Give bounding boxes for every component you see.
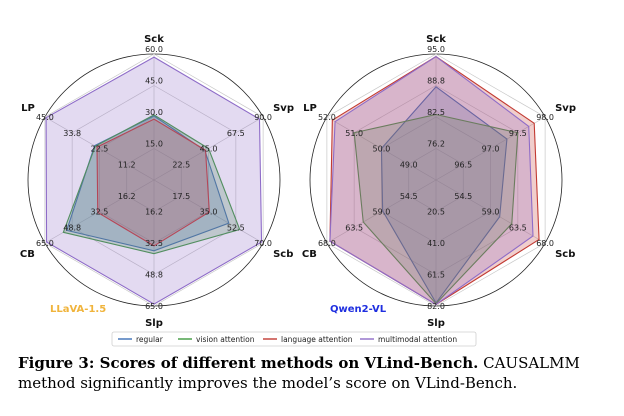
tick-label-sck: 30.0	[145, 108, 163, 117]
series-multimodal-attention	[45, 56, 263, 305]
tick-label-slp: 20.5	[427, 208, 445, 217]
axis-name-cb: CB	[20, 249, 35, 260]
tick-label-cb: 54.5	[400, 192, 418, 201]
tick-label-scb: 70.0	[254, 239, 272, 248]
tick-label-slp: 16.2	[145, 208, 163, 217]
tick-label-lp: 33.8	[63, 129, 81, 138]
tick-label-svp: 97.0	[482, 145, 500, 154]
series-regular	[65, 115, 230, 252]
tick-label-cb: 65.0	[36, 239, 54, 248]
tick-label-slp: 48.8	[145, 271, 163, 280]
tick-label-cb: 32.5	[91, 208, 109, 217]
tick-label-sck: 45.0	[145, 77, 163, 86]
axis-name-sck: Sck	[426, 34, 446, 45]
tick-label-svp: 90.0	[254, 113, 272, 122]
spoke-cb	[326, 179, 437, 244]
tick-label-lp: 11.2	[118, 160, 136, 169]
legend: regular vision attention language attentio…	[111, 331, 477, 347]
legend-label-vision-attention: vision attention	[196, 335, 255, 344]
radar-figure: 60.0 45.0 30.0 15.0 90.0 67.5 45.0 22.5 70.0 52.5…	[20, 34, 576, 347]
series-multimodal-attention	[329, 55, 534, 306]
axis-name-slp: Slp	[145, 318, 163, 329]
tick-label-slp: 61.5	[427, 271, 445, 280]
tick-label-svp: 96.5	[454, 160, 472, 169]
tick-label-scb: 59.0	[482, 208, 500, 217]
model-label: LLaVA-1.5	[50, 304, 106, 315]
tick-label-sck: 15.0	[145, 140, 163, 149]
tick-label-svp: 22.5	[172, 160, 190, 169]
axis-name-slp: Slp	[427, 318, 445, 329]
tick-label-sck: 60.0	[145, 45, 163, 54]
tick-label-lp: 51.0	[345, 129, 363, 138]
legend-label-multimodal-attention: multimodal attention	[378, 335, 457, 344]
axis-name-lp: LP	[21, 103, 35, 114]
caption-method-name: CAUSALMM	[478, 354, 580, 372]
tick-label-slp: 65.0	[145, 302, 163, 311]
tick-label-cb: 16.2	[118, 192, 136, 201]
tick-label-lp: 49.0	[400, 160, 418, 169]
tick-label-svp: 98.0	[536, 113, 554, 122]
axis-name-sck: Sck	[144, 34, 164, 45]
series-language-attention	[96, 118, 210, 247]
figure-caption: Figure 3: Scores of different methods on…	[18, 353, 613, 393]
tick-label-scb: 63.5	[509, 223, 527, 232]
tick-label-sck: 88.8	[427, 77, 445, 86]
tick-label-sck: 76.2	[427, 140, 445, 149]
caption-text: method significantly improves the model’…	[18, 374, 518, 392]
caption-heading: Figure 3: Scores of different methods on…	[18, 354, 479, 372]
spoke-lp	[44, 116, 155, 181]
tick-label-scb: 35.0	[200, 208, 218, 217]
series-vision-attention	[353, 113, 519, 305]
axis-name-scb: Scb	[273, 249, 293, 260]
tick-label-lp: 50.0	[373, 145, 391, 154]
tick-label-slp: 32.5	[145, 239, 163, 248]
axis-name-lp: LP	[303, 103, 317, 114]
model-label: Qwen2-VL	[330, 304, 387, 315]
tick-label-svp: 97.5	[509, 129, 527, 138]
tick-label-lp: 22.5	[91, 145, 109, 154]
tick-label-cb: 48.8	[63, 223, 81, 232]
legend-label-regular: regular	[136, 335, 164, 344]
tick-label-lp: 52.0	[318, 113, 336, 122]
spoke-scb	[153, 179, 264, 244]
tick-label-cb: 63.5	[345, 223, 363, 232]
tick-label-slp: 82.0	[427, 302, 445, 311]
spoke-svp	[435, 116, 546, 181]
axis-name-svp: Svp	[555, 103, 576, 114]
tick-label-lp: 45.0	[36, 113, 54, 122]
tick-label-sck: 95.0	[427, 45, 445, 54]
tick-label-scb: 17.5	[172, 192, 190, 201]
axis-name-svp: Svp	[273, 103, 294, 114]
tick-label-cb: 68.0	[318, 239, 336, 248]
axis-name-scb: Scb	[555, 249, 575, 260]
tick-label-sck: 82.5	[427, 108, 445, 117]
tick-label-scb: 54.5	[454, 192, 472, 201]
series-vision-attention	[62, 114, 241, 255]
tick-label-svp: 45.0	[200, 145, 218, 154]
radar-chart-llava: 60.0 45.0 30.0 15.0 90.0 67.5 45.0 22.5 70.0 52.5…	[20, 34, 294, 329]
tick-label-slp: 41.0	[427, 239, 445, 248]
tick-label-cb: 59.0	[373, 208, 391, 217]
radar-chart-qwen: 95.0 88.8 82.5 76.2 98.0 97.5 97.0 96.5 68.0 63.5…	[302, 34, 576, 329]
tick-label-scb: 52.5	[227, 223, 245, 232]
tick-label-svp: 67.5	[227, 129, 245, 138]
legend-box	[111, 331, 477, 347]
legend-label-language-attention: language attention	[281, 335, 353, 344]
tick-label-scb: 68.0	[536, 239, 554, 248]
axis-name-cb: CB	[302, 249, 317, 260]
spoke-scb	[435, 179, 546, 244]
